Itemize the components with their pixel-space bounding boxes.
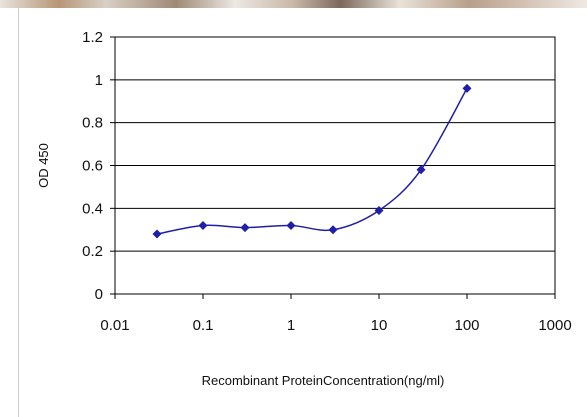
data-point — [416, 165, 426, 175]
y-tick-label: 0.2 — [82, 243, 103, 260]
x-tick-label: 0.01 — [100, 317, 129, 334]
chart-frame — [18, 8, 587, 417]
series-line — [156, 88, 468, 235]
x-tick-label: 1000 — [538, 317, 571, 334]
x-tick-label: 1 — [287, 317, 295, 334]
y-tick-label: 0 — [95, 286, 103, 303]
data-point — [152, 229, 162, 239]
y-axis-ticks: 0 0.2 0.4 0.6 0.8 1 1.2 — [82, 29, 115, 303]
series-points — [152, 83, 472, 239]
y-tick-label: 0.6 — [82, 158, 103, 175]
y-tick-label: 1 — [95, 72, 103, 89]
photo-strip — [0, 0, 587, 8]
data-point — [240, 223, 250, 233]
data-point — [286, 220, 296, 230]
y-axis-label: OD 450 — [36, 143, 51, 188]
x-tick-label: 100 — [454, 317, 479, 334]
data-point — [374, 205, 384, 215]
data-point — [328, 225, 338, 235]
y-tick-label: 1.2 — [82, 29, 103, 46]
x-tick-label: 10 — [371, 317, 388, 334]
gridlines — [115, 36, 555, 252]
x-axis-label: Recombinant ProteinConcentration(ng/ml) — [202, 373, 445, 388]
y-tick-label: 0.8 — [82, 115, 103, 132]
y-tick-label: 0.4 — [82, 200, 103, 217]
x-tick-label: 0.1 — [193, 317, 214, 334]
x-axis-ticks: 0.01 0.1 1 10 100 1000 — [100, 294, 572, 334]
data-point — [462, 83, 472, 93]
data-point — [198, 220, 208, 230]
